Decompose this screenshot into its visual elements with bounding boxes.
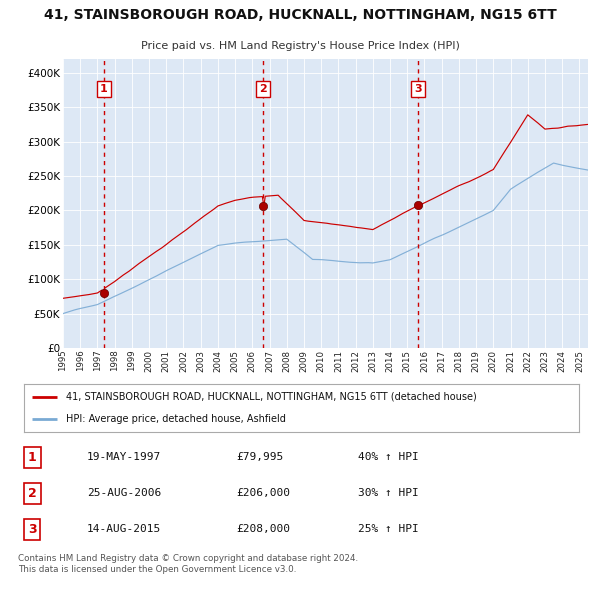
Text: 19-MAY-1997: 19-MAY-1997 <box>87 452 161 462</box>
Text: 2023: 2023 <box>541 350 550 372</box>
Text: 2013: 2013 <box>368 350 377 372</box>
Text: 2002: 2002 <box>179 350 188 372</box>
Text: 2024: 2024 <box>557 350 566 372</box>
Text: 2011: 2011 <box>334 350 343 372</box>
Text: 2: 2 <box>28 487 37 500</box>
Text: 2010: 2010 <box>317 350 326 372</box>
Text: £79,995: £79,995 <box>236 452 284 462</box>
Text: 2019: 2019 <box>472 350 481 372</box>
Text: 2012: 2012 <box>351 350 360 372</box>
Text: 2009: 2009 <box>299 350 308 372</box>
Text: 2022: 2022 <box>523 350 532 372</box>
Text: 1: 1 <box>28 451 37 464</box>
Text: 14-AUG-2015: 14-AUG-2015 <box>87 525 161 535</box>
Text: 2007: 2007 <box>265 350 274 372</box>
Text: 2000: 2000 <box>145 350 154 372</box>
Text: 3: 3 <box>414 84 422 94</box>
Text: £208,000: £208,000 <box>236 525 290 535</box>
Text: 2025: 2025 <box>575 350 584 372</box>
Text: 2006: 2006 <box>248 350 257 372</box>
Text: 2014: 2014 <box>386 350 395 372</box>
Text: 2021: 2021 <box>506 350 515 372</box>
Text: HPI: Average price, detached house, Ashfield: HPI: Average price, detached house, Ashf… <box>65 414 286 424</box>
Text: 25% ↑ HPI: 25% ↑ HPI <box>358 525 418 535</box>
Text: 1: 1 <box>100 84 107 94</box>
Text: 2008: 2008 <box>282 350 291 372</box>
Text: 2015: 2015 <box>403 350 412 372</box>
Text: 2003: 2003 <box>196 350 205 372</box>
Text: 2001: 2001 <box>162 350 171 372</box>
Text: Price paid vs. HM Land Registry's House Price Index (HPI): Price paid vs. HM Land Registry's House … <box>140 41 460 51</box>
Text: 2: 2 <box>259 84 267 94</box>
Text: This data is licensed under the Open Government Licence v3.0.: This data is licensed under the Open Gov… <box>18 565 296 574</box>
Text: 25-AUG-2006: 25-AUG-2006 <box>87 489 161 499</box>
Text: 1995: 1995 <box>59 350 67 372</box>
Text: 2005: 2005 <box>230 350 239 372</box>
Text: 30% ↑ HPI: 30% ↑ HPI <box>358 489 418 499</box>
Text: 1996: 1996 <box>76 350 85 372</box>
Text: 2020: 2020 <box>489 350 498 372</box>
Text: 2016: 2016 <box>420 350 429 372</box>
Text: 2004: 2004 <box>214 350 223 372</box>
Text: 1998: 1998 <box>110 350 119 372</box>
Text: Contains HM Land Registry data © Crown copyright and database right 2024.: Contains HM Land Registry data © Crown c… <box>18 554 358 563</box>
Text: 1999: 1999 <box>127 350 136 371</box>
Text: 3: 3 <box>28 523 37 536</box>
Text: 41, STAINSBOROUGH ROAD, HUCKNALL, NOTTINGHAM, NG15 6TT: 41, STAINSBOROUGH ROAD, HUCKNALL, NOTTIN… <box>44 8 556 22</box>
Text: £206,000: £206,000 <box>236 489 290 499</box>
Text: 40% ↑ HPI: 40% ↑ HPI <box>358 452 418 462</box>
Text: 41, STAINSBOROUGH ROAD, HUCKNALL, NOTTINGHAM, NG15 6TT (detached house): 41, STAINSBOROUGH ROAD, HUCKNALL, NOTTIN… <box>65 392 476 402</box>
Text: 1997: 1997 <box>93 350 102 372</box>
Text: 2017: 2017 <box>437 350 446 372</box>
Text: 2018: 2018 <box>454 350 463 372</box>
